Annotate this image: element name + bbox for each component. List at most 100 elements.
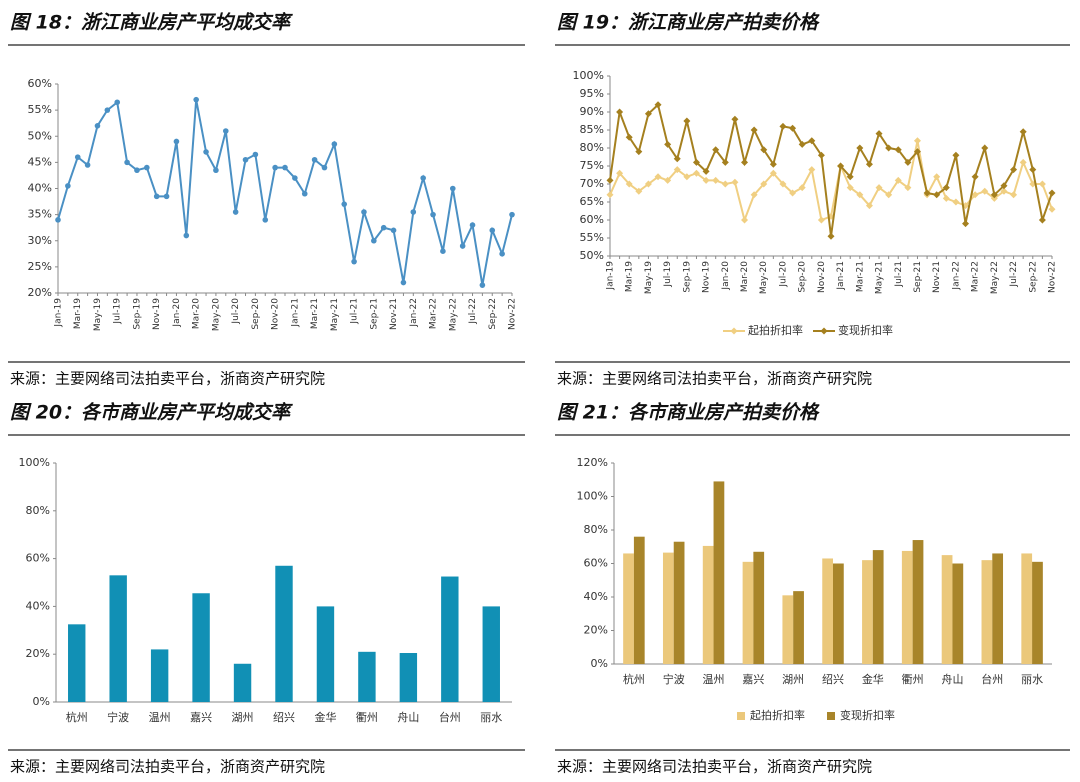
marker: [321, 164, 328, 171]
y-tick-label: 55%: [580, 231, 604, 244]
x-tick-label: Sep-22: [488, 298, 498, 330]
x-tick-label: 湖州: [232, 711, 254, 724]
marker: [769, 160, 777, 168]
marker: [163, 193, 170, 200]
bar: [862, 560, 873, 664]
marker: [856, 144, 864, 152]
y-tick-label: 60%: [28, 77, 52, 90]
marker: [856, 191, 864, 199]
y-tick-label: 35%: [28, 208, 52, 221]
marker: [84, 162, 91, 168]
y-tick-label: 75%: [580, 159, 604, 172]
x-tick-label: 宁波: [663, 672, 685, 686]
bar: [992, 553, 1004, 664]
x-tick-label: May-19: [93, 298, 103, 331]
x-tick-label: Mar-19: [73, 298, 83, 329]
y-tick-label: 45%: [28, 155, 52, 168]
y-tick-label: 70%: [580, 177, 604, 190]
source-text: 来源：主要网络司法拍卖平台，浙商资产研究院: [557, 370, 872, 388]
legend-label: 变现折扣率: [838, 323, 893, 337]
marker: [469, 222, 476, 228]
marker: [712, 146, 720, 154]
marker: [173, 138, 180, 145]
bar: [1021, 553, 1033, 664]
bar: [633, 536, 645, 664]
source-text: 来源：主要网络司法拍卖平台，浙商资产研究院: [10, 370, 325, 388]
marker: [673, 155, 681, 163]
marker: [827, 232, 835, 240]
marker: [817, 151, 825, 159]
marker: [981, 144, 989, 152]
figure-title: 图 20：各市商业房产平均成交率: [10, 402, 293, 424]
bar: [981, 560, 993, 664]
x-tick-label: 丽水: [1021, 673, 1043, 686]
marker: [499, 251, 505, 257]
bar: [822, 558, 833, 664]
source-text: 来源：主要网络司法拍卖平台，浙商资产研究院: [557, 758, 872, 776]
x-tick-label: 温州: [149, 711, 171, 724]
x-tick-label: Jul-19: [113, 298, 123, 325]
marker: [400, 279, 407, 286]
y-tick-label: 80%: [26, 504, 50, 517]
marker: [721, 180, 729, 188]
marker: [721, 158, 729, 166]
marker: [124, 159, 130, 166]
x-tick-label: 杭州: [623, 672, 645, 686]
x-tick-label: Jul-20: [778, 261, 788, 288]
bar: [399, 653, 418, 702]
bar: [275, 565, 293, 702]
marker: [789, 124, 797, 132]
marker: [741, 216, 749, 224]
marker: [625, 133, 633, 141]
bar: [753, 551, 765, 664]
x-tick-label: 杭州: [66, 710, 88, 724]
bar: [233, 663, 252, 702]
y-tick-label: 80%: [584, 523, 608, 536]
marker: [390, 227, 397, 234]
legend-label: 起拍折扣率: [750, 708, 805, 722]
bar: [912, 540, 924, 664]
marker: [644, 110, 652, 118]
y-tick-label: 20%: [584, 624, 608, 637]
x-tick-label: Nov-22: [508, 298, 518, 330]
marker: [692, 158, 700, 166]
bar: [713, 481, 725, 664]
bar: [952, 563, 964, 664]
marker: [489, 227, 496, 234]
marker: [904, 184, 912, 192]
marker: [74, 154, 81, 160]
x-tick-label: May-20: [759, 261, 769, 294]
x-tick-label: Sep-20: [798, 261, 808, 293]
marker: [635, 148, 643, 156]
x-tick-label: Mar-22: [971, 261, 981, 292]
marker: [789, 189, 797, 197]
marker: [232, 209, 239, 215]
marker: [875, 130, 883, 138]
legend-swatch: [827, 712, 835, 720]
legend-swatch: [737, 712, 745, 720]
x-tick-label: Jan-20: [172, 298, 182, 328]
marker: [1019, 158, 1027, 166]
marker: [55, 217, 61, 223]
bar: [358, 651, 376, 702]
x-tick-label: Nov-22: [1048, 261, 1058, 293]
x-tick-label: Mar-19: [625, 261, 635, 292]
legend-label: 起拍折扣率: [748, 323, 803, 337]
x-tick-label: Sep-21: [369, 298, 379, 330]
x-tick-label: Mar-20: [192, 298, 202, 329]
marker: [94, 123, 101, 129]
marker: [894, 176, 902, 184]
bar: [782, 595, 794, 664]
x-tick-label: Sep-21: [913, 261, 923, 293]
marker: [817, 216, 825, 224]
marker: [606, 176, 614, 184]
x-tick-label: May-21: [330, 298, 340, 331]
x-tick-label: 绍兴: [822, 672, 844, 686]
marker: [1038, 180, 1046, 188]
marker: [885, 144, 893, 152]
marker: [104, 107, 111, 113]
marker: [1038, 216, 1046, 224]
marker: [846, 173, 854, 181]
marker: [311, 156, 318, 163]
marker: [913, 148, 921, 156]
